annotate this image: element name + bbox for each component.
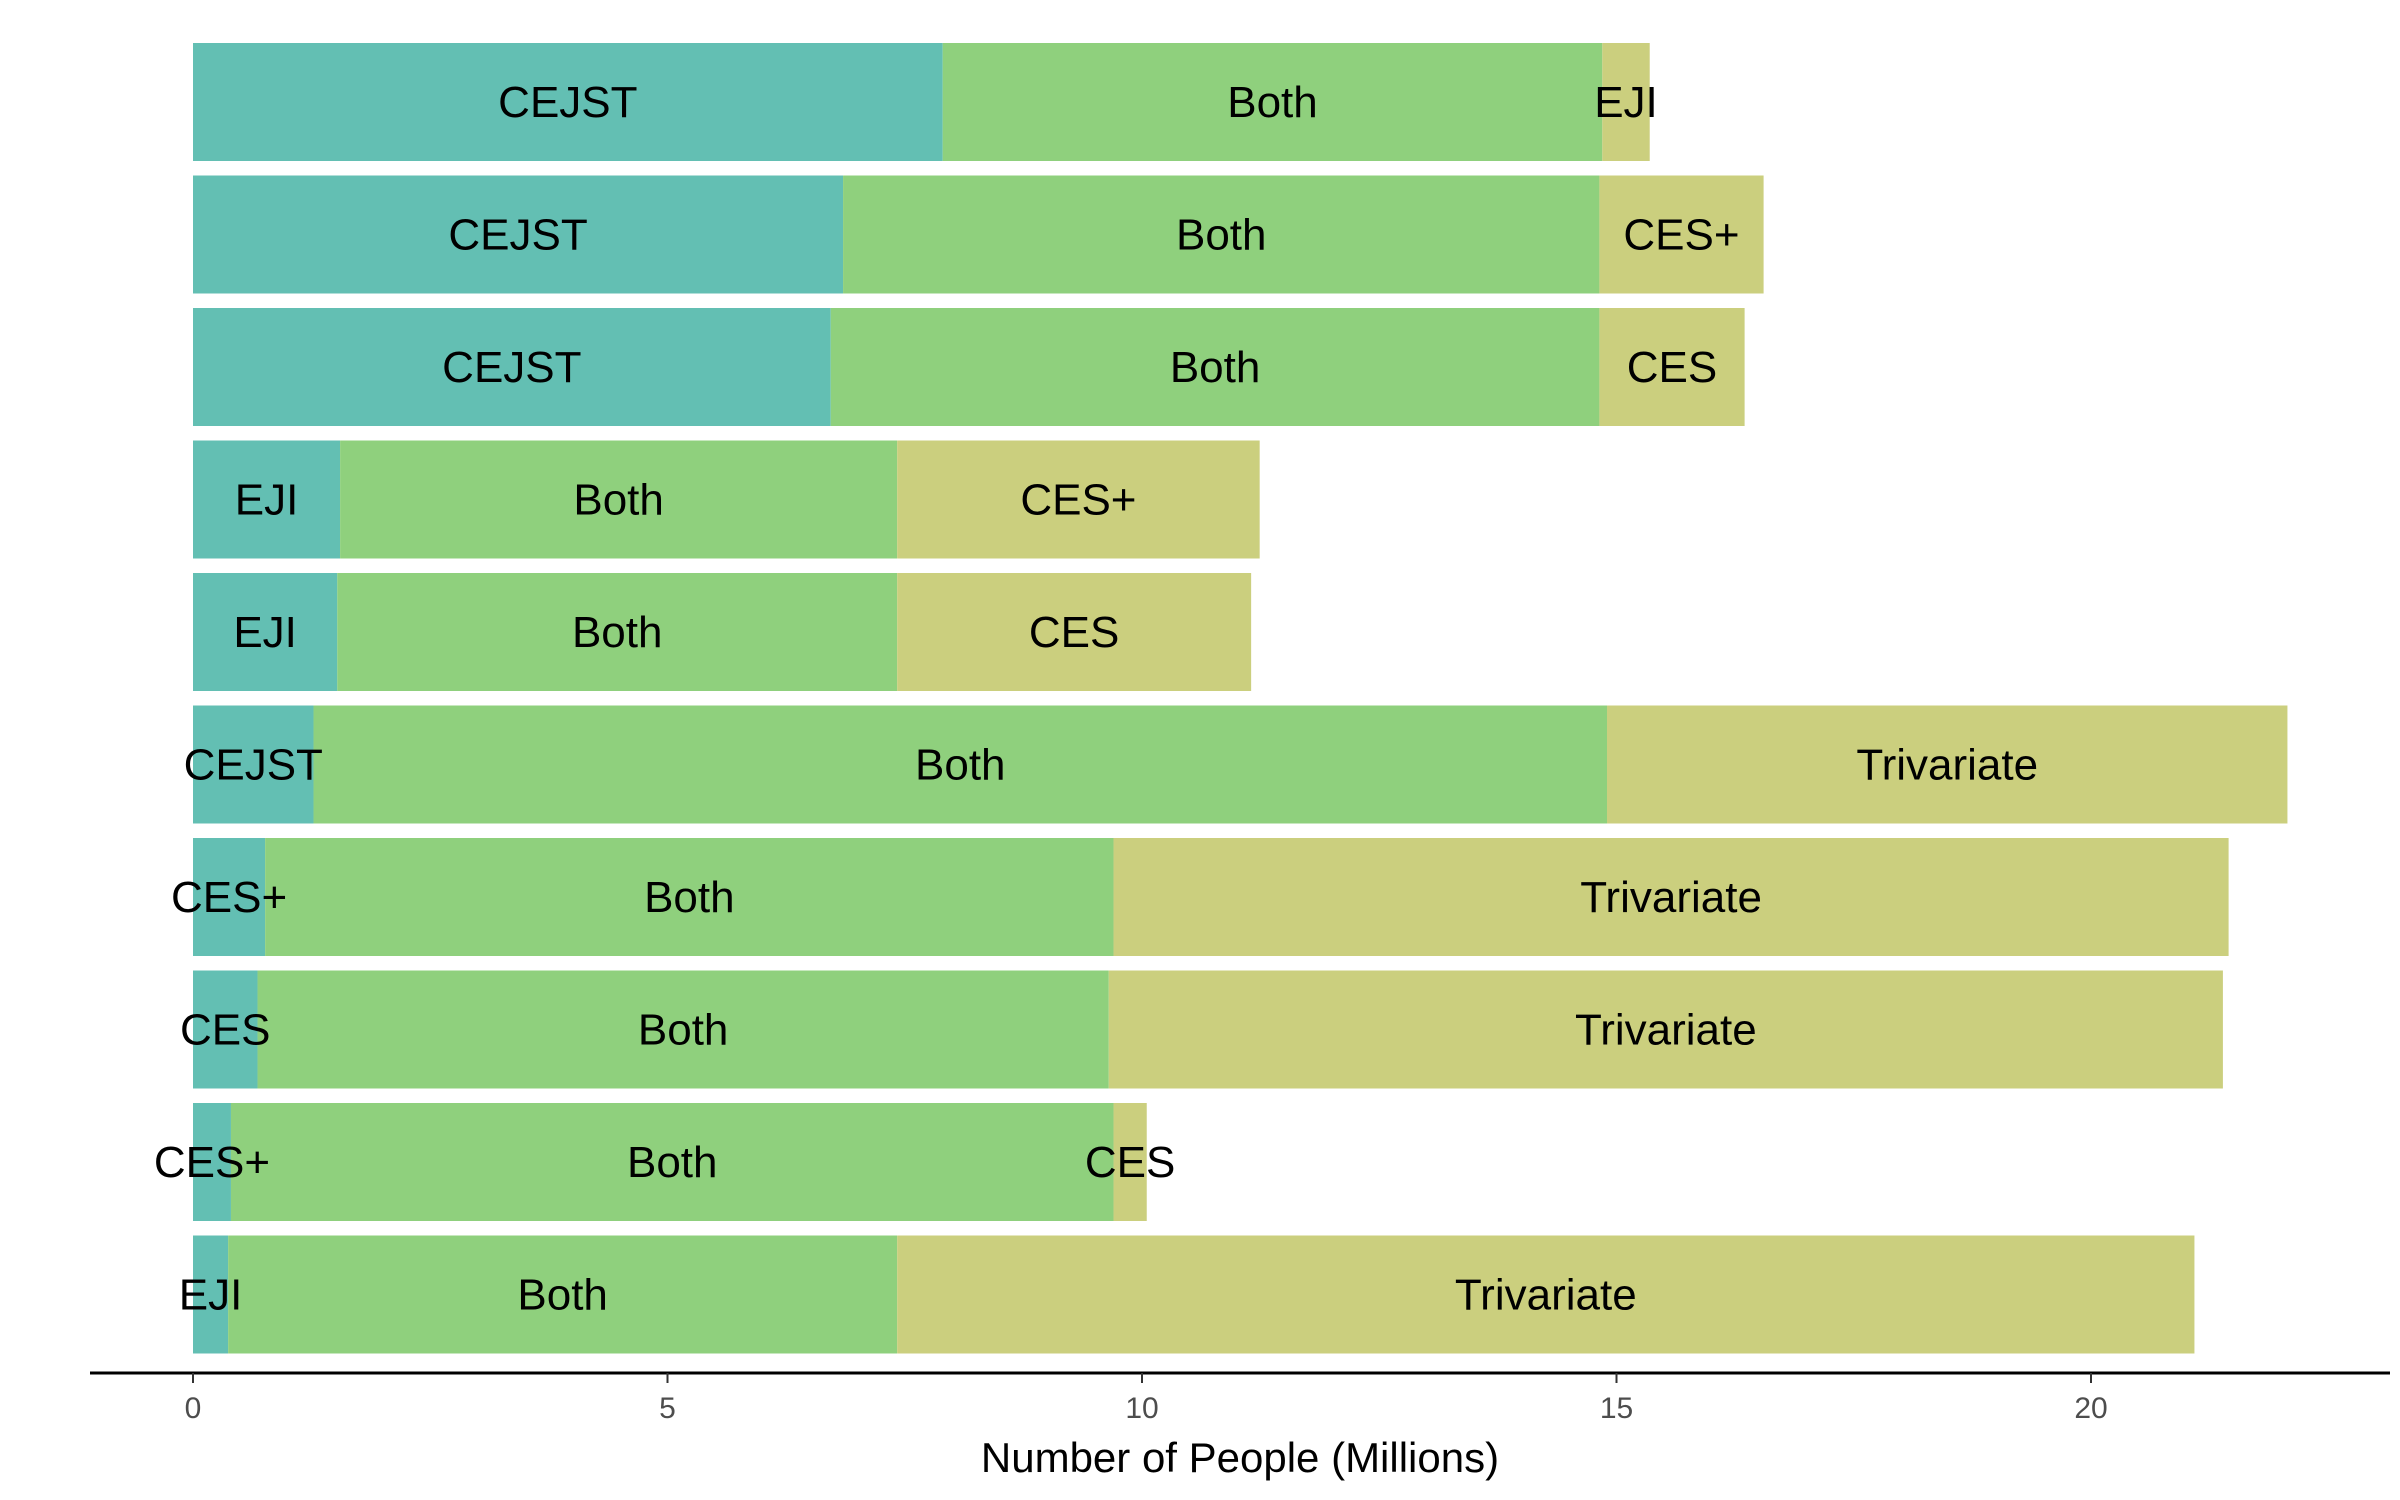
x-axis-title: Number of People (Millions) [981, 1434, 1499, 1481]
bar-6-label-third: Trivariate [1856, 741, 2038, 790]
bar-2-segment-third [1599, 175, 1764, 294]
bar-4-label-both: Both [573, 476, 664, 525]
bar-1-segment-third [1602, 43, 1650, 161]
x-axis-ticks: 0 5 10 15 20 [185, 1373, 2108, 1425]
bar-5-label-both: Both [572, 608, 663, 657]
bars-layer [193, 43, 2288, 1354]
bar-10-label-third: Trivariate [1455, 1271, 1637, 1320]
bar-1-segment-first [193, 43, 943, 161]
bar-10-segment-third [897, 1235, 2195, 1354]
x-tick-label-20: 20 [2074, 1392, 2107, 1425]
bar-7-label-third: Trivariate [1580, 873, 1762, 922]
x-tick-label-10: 10 [1125, 1392, 1158, 1425]
bar-2-label-first: CEJST [448, 211, 587, 260]
bar-7-segment-first [193, 838, 266, 956]
bar-7-segment-third [1113, 838, 2229, 956]
segment-labels-layer: CEJST Both EJI CEJST Both CES+ CEJST Both CES EJI… [154, 78, 2038, 1320]
bar-5-segment-both [337, 573, 898, 691]
bar-9-label-first: CES+ [154, 1138, 270, 1187]
bar-9-segment-first [193, 1103, 231, 1221]
bar-6-segment-third [1607, 705, 2288, 824]
bar-9-segment-both [230, 1103, 1114, 1221]
bar-5-segment-first [193, 573, 338, 691]
bar-2-label-both: Both [1176, 211, 1267, 260]
bar-3-label-both: Both [1170, 343, 1261, 392]
bar-8-label-third: Trivariate [1575, 1006, 1757, 1055]
bar-9-segment-third [1113, 1103, 1147, 1221]
bar-10-segment-first [193, 1235, 229, 1354]
x-tick-label-0: 0 [185, 1392, 202, 1425]
bar-9-label-both: Both [627, 1138, 718, 1187]
bar-8-segment-first [193, 970, 258, 1089]
bar-5-segment-third [897, 573, 1252, 691]
bar-3-label-first: CEJST [442, 343, 581, 392]
bar-3-segment-both [830, 308, 1600, 426]
bar-4-segment-third [897, 440, 1260, 559]
bar-8-segment-both [257, 970, 1109, 1089]
bar-7-segment-both [265, 838, 1114, 956]
bar-6-label-both: Both [915, 741, 1006, 790]
bar-5-label-first: EJI [233, 608, 297, 657]
bar-4-label-first: EJI [235, 476, 299, 525]
bar-6-segment-both [313, 705, 1608, 824]
bar-2-segment-first [193, 175, 844, 294]
bar-3-label-third: CES [1627, 343, 1717, 392]
bar-2-label-third: CES+ [1623, 211, 1739, 260]
bar-10-label-both: Both [517, 1271, 608, 1320]
bar-4-segment-both [340, 440, 898, 559]
bar-4-segment-first [193, 440, 341, 559]
bar-8-label-both: Both [638, 1006, 729, 1055]
x-tick-label-5: 5 [659, 1392, 676, 1425]
bar-10-segment-both [228, 1235, 898, 1354]
bar-3-segment-first [193, 308, 831, 426]
bar-10-label-first: EJI [179, 1271, 243, 1320]
bar-6-segment-first [193, 705, 314, 824]
bar-7-label-both: Both [644, 873, 735, 922]
bar-1-label-both: Both [1227, 78, 1318, 127]
bar-5-label-third: CES [1029, 608, 1119, 657]
bar-7-label-first: CES+ [171, 873, 287, 922]
bar-4-label-third: CES+ [1020, 476, 1136, 525]
bar-2-segment-both [843, 175, 1600, 294]
bar-8-label-first: CES [180, 1006, 270, 1055]
bar-8-segment-third [1108, 970, 2223, 1089]
x-tick-label-15: 15 [1600, 1392, 1633, 1425]
bar-1-label-third: EJI [1594, 78, 1658, 127]
bar-9-label-third: CES [1085, 1138, 1175, 1187]
bar-1-label-first: CEJST [498, 78, 637, 127]
bar-1-segment-both [942, 43, 1603, 161]
bar-6-label-first: CEJST [184, 741, 323, 790]
bar-3-segment-third [1599, 308, 1745, 426]
